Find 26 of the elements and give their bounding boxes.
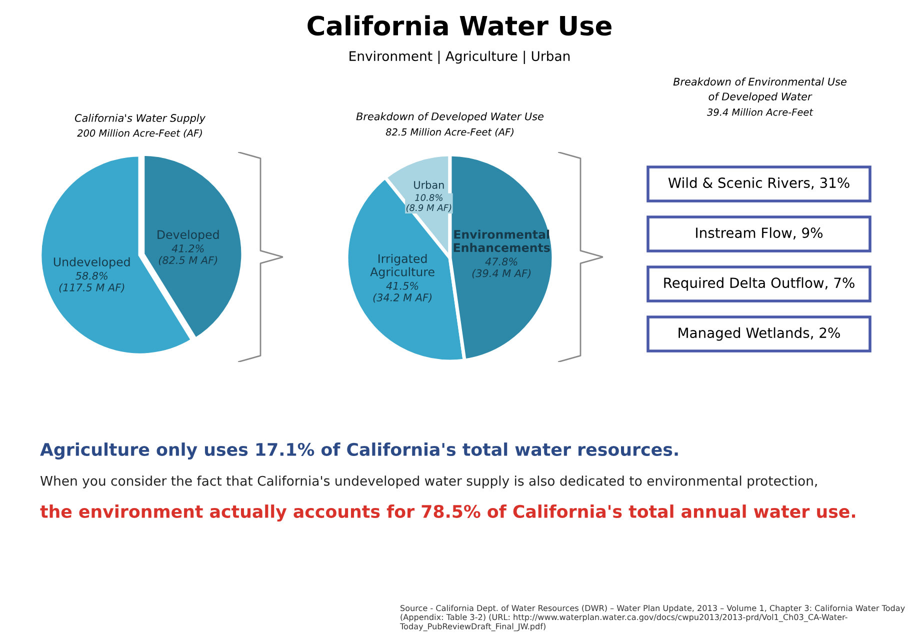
text: Wild & Scenic Rivers, 31% <box>668 177 850 190</box>
text: Managed Wetlands, 2% <box>678 327 840 341</box>
text: When you consider the fact that California's undeveloped water supply is also dedicated to environmental protection, <box>40 476 817 488</box>
text: the environment actually accounts for 78.5% of California's total annual water use. <box>40 504 856 522</box>
text: California Water Use <box>308 15 612 36</box>
slice-label: Irrigated Agriculture <box>370 254 434 279</box>
data-label: 10.8% (8.9 M AF) <box>406 194 452 212</box>
source-note: Source - California Dept. of Water Resources (DWR) – Water Plan Update, 2013 – Volume 1, Chapter 3: California Water Today (Appendix: Table 3-2) (URL: http://www.waterplan.water.ca.gov/docs/cwpu2013/2013-prd/Vol1_Ch03_CA-Water- Today_PubReviewDraft_Final_JW.pdf) <box>400 604 905 632</box>
text: Breakdown of Environmental Use of Developed Water <box>673 78 846 102</box>
chart-subtitle: 200 Million Acre-Feet (AF) <box>77 129 202 138</box>
data-label: 58.8% (117.5 M AF) <box>59 272 124 293</box>
data-label: 41.2% (82.5 M AF) <box>158 244 218 266</box>
chart-title: California's Water Supply <box>74 114 206 124</box>
chart-subtitle: 82.5 Million Acre-Feet (AF) <box>386 128 514 137</box>
text: Environment | Agriculture | Urban <box>350 50 570 64</box>
text: 39.4 Million Acre-Feet <box>707 108 814 116</box>
text: Required Delta Outflow, 7% <box>664 277 854 291</box>
slice-label: Urban <box>414 180 444 189</box>
data-label: 47.8% (39.4 M AF) <box>472 258 531 278</box>
data-label: 41.5% (34.2 M AF) <box>373 282 432 303</box>
slice-label: Developed <box>158 230 219 242</box>
text: Instream Flow, 9% <box>696 227 823 240</box>
text: Agriculture only uses 17.1% of California's total water resources. <box>40 442 678 460</box>
slice-label: Environmental Enhancements <box>454 230 550 252</box>
chart-title: Breakdown of Developed Water Use <box>356 112 544 122</box>
slice-label: Undeveloped <box>54 257 130 269</box>
